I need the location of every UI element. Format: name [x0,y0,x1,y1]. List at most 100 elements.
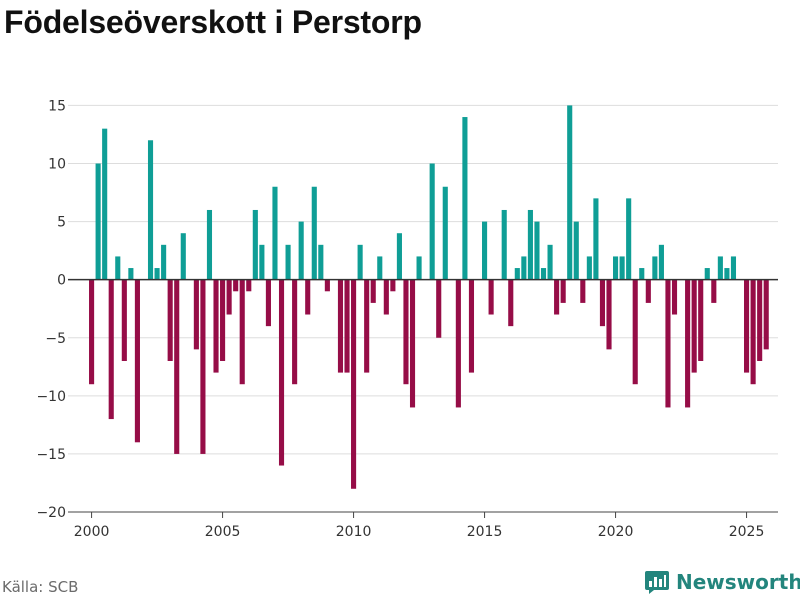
y-tick-label: 0 [57,273,66,289]
bar [508,279,514,327]
bar [645,279,651,303]
bar [527,209,533,280]
bar [265,279,271,327]
bar [573,221,579,280]
bar [278,279,285,466]
bar [455,279,461,408]
bar [167,279,173,361]
bar [429,163,435,280]
bar [213,279,219,373]
bar [442,186,448,280]
bar [200,279,206,454]
bar [606,279,612,350]
x-tick-label: 2025 [729,524,765,540]
bar [403,279,409,385]
bar [285,244,291,280]
bar [639,268,645,280]
bar [514,268,520,280]
x-tick-label: 2015 [467,524,503,540]
bar [750,279,756,385]
bar [482,221,488,280]
bar [357,244,363,280]
bar [658,244,664,280]
y-axis: 15 10 5 0 −5 −10 −15 −20 [36,98,66,521]
bar [691,279,697,373]
x-axis: 2000 2005 2010 2015 2020 2025 [68,511,778,540]
bar [698,279,704,361]
bar [102,128,108,280]
bar [180,233,186,280]
bar [206,209,213,280]
bar [147,140,154,280]
bar [161,244,167,280]
bar [730,256,737,280]
bar [364,279,370,373]
bar [547,244,553,280]
y-tick-label: −5 [45,331,66,347]
bar [711,279,717,303]
bar [462,117,468,280]
bar [613,256,619,280]
bar [128,268,134,280]
y-tick-label: −15 [36,447,66,463]
bar [757,279,763,361]
bar [298,221,304,280]
bar [311,186,317,280]
bar [292,279,298,385]
bar [154,268,160,280]
bar [632,279,638,385]
bar [108,279,114,420]
bar [305,279,311,315]
bar [416,256,422,280]
bar [226,279,232,315]
bar [704,268,710,280]
bar [521,256,527,280]
bar [324,279,330,292]
bar [134,279,140,443]
bar [540,268,547,280]
bar [396,233,402,280]
brand-name: Newsworthy [676,570,800,594]
bar [246,279,252,292]
bar [652,256,658,280]
bar [193,279,199,350]
y-tick-label: 5 [57,215,66,231]
x-tick-label: 2000 [74,524,110,540]
bar [370,279,376,303]
bar [665,279,671,408]
bar [390,279,396,292]
bars [89,105,769,489]
bar [436,279,442,338]
bar [586,256,592,280]
brand-logo: Newsworthy [644,569,800,595]
bar [724,268,730,280]
bar [174,279,180,454]
bar [554,279,560,315]
bar [377,256,383,280]
bar [468,279,475,373]
bar [252,209,258,280]
y-tick-label: 10 [48,157,66,173]
bar [567,105,573,280]
bar [220,279,226,361]
bar [344,279,350,373]
bar [534,221,540,280]
y-tick-label: 15 [48,98,66,114]
bar [593,198,599,280]
source-label: Källa: SCB [2,578,79,596]
bar [671,279,678,315]
bar [272,186,278,280]
bar [383,279,389,315]
bar [351,279,357,489]
bar [619,256,625,280]
bar [115,256,121,280]
x-tick-label: 2020 [598,524,634,540]
bar [626,198,632,280]
bar [337,279,344,373]
bar [685,279,691,408]
bar [580,279,586,303]
bar [560,279,566,303]
bar [259,244,265,280]
bar [501,209,507,280]
